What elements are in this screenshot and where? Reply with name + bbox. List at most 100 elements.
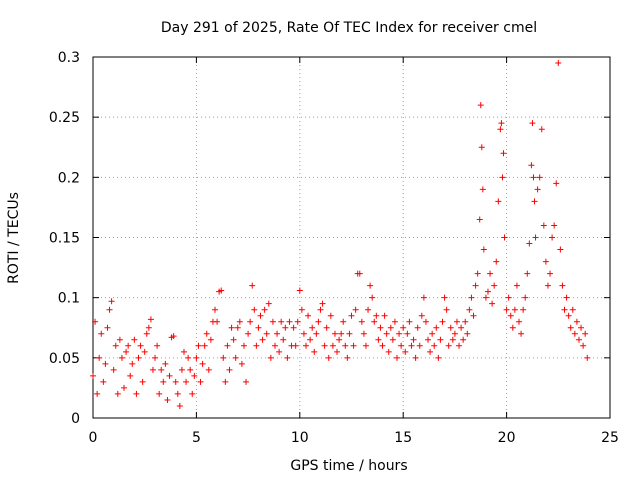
x-tick-label: 10 [291, 430, 309, 446]
data-point [251, 306, 258, 313]
data-point [230, 336, 237, 343]
data-point [257, 312, 264, 319]
data-point [226, 366, 233, 373]
data-point [549, 234, 556, 241]
data-point [408, 342, 415, 349]
data-point [106, 306, 113, 313]
data-point [112, 342, 119, 349]
data-point [154, 342, 161, 349]
data-point [573, 318, 580, 325]
y-tick-label: 0.1 [58, 291, 80, 307]
data-point [127, 372, 134, 379]
data-point [90, 372, 96, 379]
data-point [346, 330, 353, 337]
data-point [92, 318, 99, 325]
data-point [470, 312, 477, 319]
data-point [178, 366, 185, 373]
data-point [222, 378, 229, 385]
data-point [284, 354, 291, 361]
y-tick-label: 0 [71, 411, 80, 427]
data-point [253, 342, 260, 349]
data-point [500, 150, 507, 157]
data-point [352, 306, 359, 313]
data-point [298, 306, 305, 313]
data-point [410, 336, 417, 343]
data-point [344, 354, 351, 361]
gridlines [93, 57, 610, 418]
data-point [278, 318, 285, 325]
y-tick-label: 0.25 [49, 110, 80, 126]
data-point [377, 324, 384, 331]
data-point [156, 390, 163, 397]
data-point [149, 366, 156, 373]
data-point [466, 306, 473, 313]
data-point [348, 312, 355, 319]
data-point [489, 300, 496, 307]
data-point [499, 174, 506, 181]
data-point [280, 336, 287, 343]
data-point [578, 324, 585, 331]
data-point [540, 222, 547, 229]
data-point [477, 102, 484, 109]
data-point [479, 186, 486, 193]
data-point [561, 306, 568, 313]
data-point [189, 390, 196, 397]
data-point [276, 348, 283, 355]
data-point [476, 216, 483, 223]
data-point [236, 318, 243, 325]
data-point [453, 318, 460, 325]
data-point [553, 180, 560, 187]
data-point [367, 282, 374, 289]
chart-title: Day 291 of 2025, Rate Of TEC Index for r… [161, 20, 537, 36]
data-point [528, 162, 535, 169]
data-point [462, 318, 469, 325]
data-point [199, 360, 206, 367]
data-point [102, 360, 109, 367]
data-point [224, 342, 231, 349]
data-point [331, 330, 338, 337]
data-point [195, 342, 202, 349]
data-point [532, 234, 539, 241]
data-point [418, 312, 425, 319]
data-point [174, 390, 181, 397]
data-point [315, 318, 322, 325]
data-point [172, 378, 179, 385]
data-point [185, 354, 192, 361]
data-point [356, 270, 363, 277]
data-point [296, 287, 303, 294]
data-point [437, 336, 444, 343]
data-point [135, 354, 142, 361]
data-point [563, 294, 570, 301]
data-point [307, 336, 314, 343]
data-point [313, 330, 320, 337]
data-point [516, 318, 523, 325]
data-point [342, 342, 349, 349]
data-point [232, 354, 239, 361]
data-point [369, 294, 376, 301]
data-point [511, 306, 518, 313]
data-point [420, 294, 427, 301]
data-point [100, 378, 107, 385]
data-point [526, 240, 533, 247]
data-point [441, 294, 448, 301]
data-point [398, 342, 405, 349]
data-point [379, 342, 386, 349]
data-point [427, 348, 434, 355]
data-point [402, 348, 409, 355]
data-point [412, 354, 419, 361]
data-point [290, 324, 297, 331]
x-axis-label: GPS time / hours [290, 458, 407, 474]
data-point [245, 330, 252, 337]
data-point [303, 342, 310, 349]
data-point [484, 288, 491, 295]
data-point [383, 330, 390, 337]
data-point [294, 318, 301, 325]
data-point [118, 354, 125, 361]
data-point [329, 342, 336, 349]
data-point [518, 330, 525, 337]
data-point [300, 330, 307, 337]
data-point [96, 354, 103, 361]
data-point [478, 144, 485, 151]
data-point [158, 366, 165, 373]
data-point [542, 258, 549, 265]
